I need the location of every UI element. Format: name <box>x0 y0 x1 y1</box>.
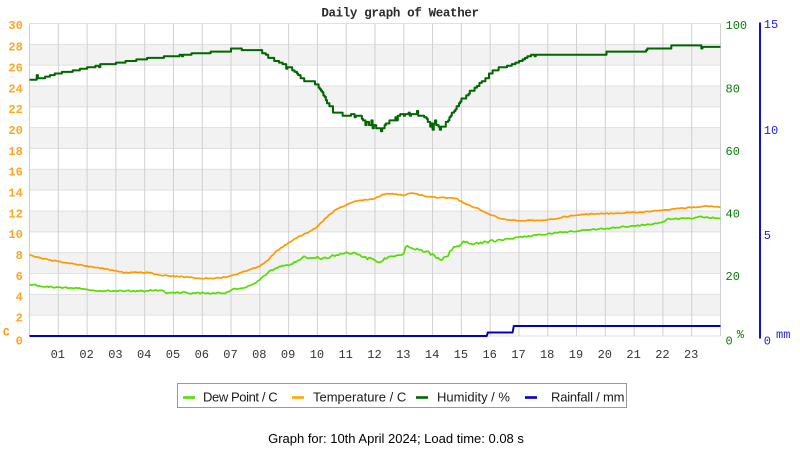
svg-text:14: 14 <box>8 187 22 201</box>
svg-text:0: 0 <box>726 334 733 348</box>
svg-text:21: 21 <box>626 348 640 362</box>
svg-text:60: 60 <box>726 145 740 159</box>
svg-text:6: 6 <box>16 270 23 284</box>
svg-text:4: 4 <box>16 291 23 305</box>
svg-text:15: 15 <box>764 18 778 32</box>
svg-text:40: 40 <box>726 207 740 221</box>
svg-text:80: 80 <box>726 82 740 96</box>
svg-text:Rainfall / mm: Rainfall / mm <box>551 390 624 405</box>
svg-text:mm: mm <box>776 328 790 342</box>
svg-text:2: 2 <box>16 312 23 326</box>
svg-text:22: 22 <box>8 103 22 117</box>
svg-text:11: 11 <box>338 348 352 362</box>
svg-text:17: 17 <box>511 348 525 362</box>
svg-text:13: 13 <box>396 348 410 362</box>
svg-text:23: 23 <box>684 348 698 362</box>
svg-text:07: 07 <box>223 348 237 362</box>
svg-text:20: 20 <box>598 348 612 362</box>
svg-text:19: 19 <box>569 348 583 362</box>
svg-text:05: 05 <box>166 348 180 362</box>
svg-text:10: 10 <box>764 124 778 138</box>
svg-text:0: 0 <box>16 334 23 348</box>
svg-text:24: 24 <box>8 82 22 96</box>
svg-text:5: 5 <box>764 229 771 243</box>
svg-text:12: 12 <box>8 207 22 221</box>
svg-text:0: 0 <box>764 334 771 348</box>
svg-text:Humidity / %: Humidity / % <box>437 390 510 405</box>
svg-text:10: 10 <box>8 228 22 242</box>
svg-text:100: 100 <box>726 19 748 33</box>
svg-text:%: % <box>737 328 745 342</box>
svg-text:09: 09 <box>281 348 295 362</box>
svg-text:28: 28 <box>8 41 22 55</box>
svg-text:18: 18 <box>8 145 22 159</box>
svg-text:14: 14 <box>425 348 439 362</box>
svg-text:26: 26 <box>8 62 22 76</box>
svg-text:Temperature / C: Temperature / C <box>313 390 406 405</box>
svg-text:Dew Point / C: Dew Point / C <box>203 390 277 405</box>
svg-text:06: 06 <box>195 348 209 362</box>
svg-text:30: 30 <box>8 19 22 33</box>
svg-text:Graph for: 10th April 2024; Lo: Graph for: 10th April 2024; Load time: 0… <box>268 431 524 446</box>
svg-text:20: 20 <box>726 270 740 284</box>
svg-text:22: 22 <box>655 348 669 362</box>
svg-text:12: 12 <box>367 348 381 362</box>
svg-text:02: 02 <box>79 348 93 362</box>
svg-text:18: 18 <box>540 348 554 362</box>
svg-text:03: 03 <box>108 348 122 362</box>
svg-text:16: 16 <box>482 348 496 362</box>
svg-text:16: 16 <box>8 166 22 180</box>
svg-text:01: 01 <box>51 348 65 362</box>
svg-text:15: 15 <box>454 348 468 362</box>
svg-text:08: 08 <box>252 348 266 362</box>
svg-text:20: 20 <box>8 124 22 138</box>
svg-text:04: 04 <box>137 348 151 362</box>
svg-text:C: C <box>3 327 10 339</box>
svg-text:10: 10 <box>310 348 324 362</box>
svg-text:8: 8 <box>16 249 23 263</box>
svg-text:Daily graph of Weather: Daily graph of Weather <box>321 7 478 21</box>
